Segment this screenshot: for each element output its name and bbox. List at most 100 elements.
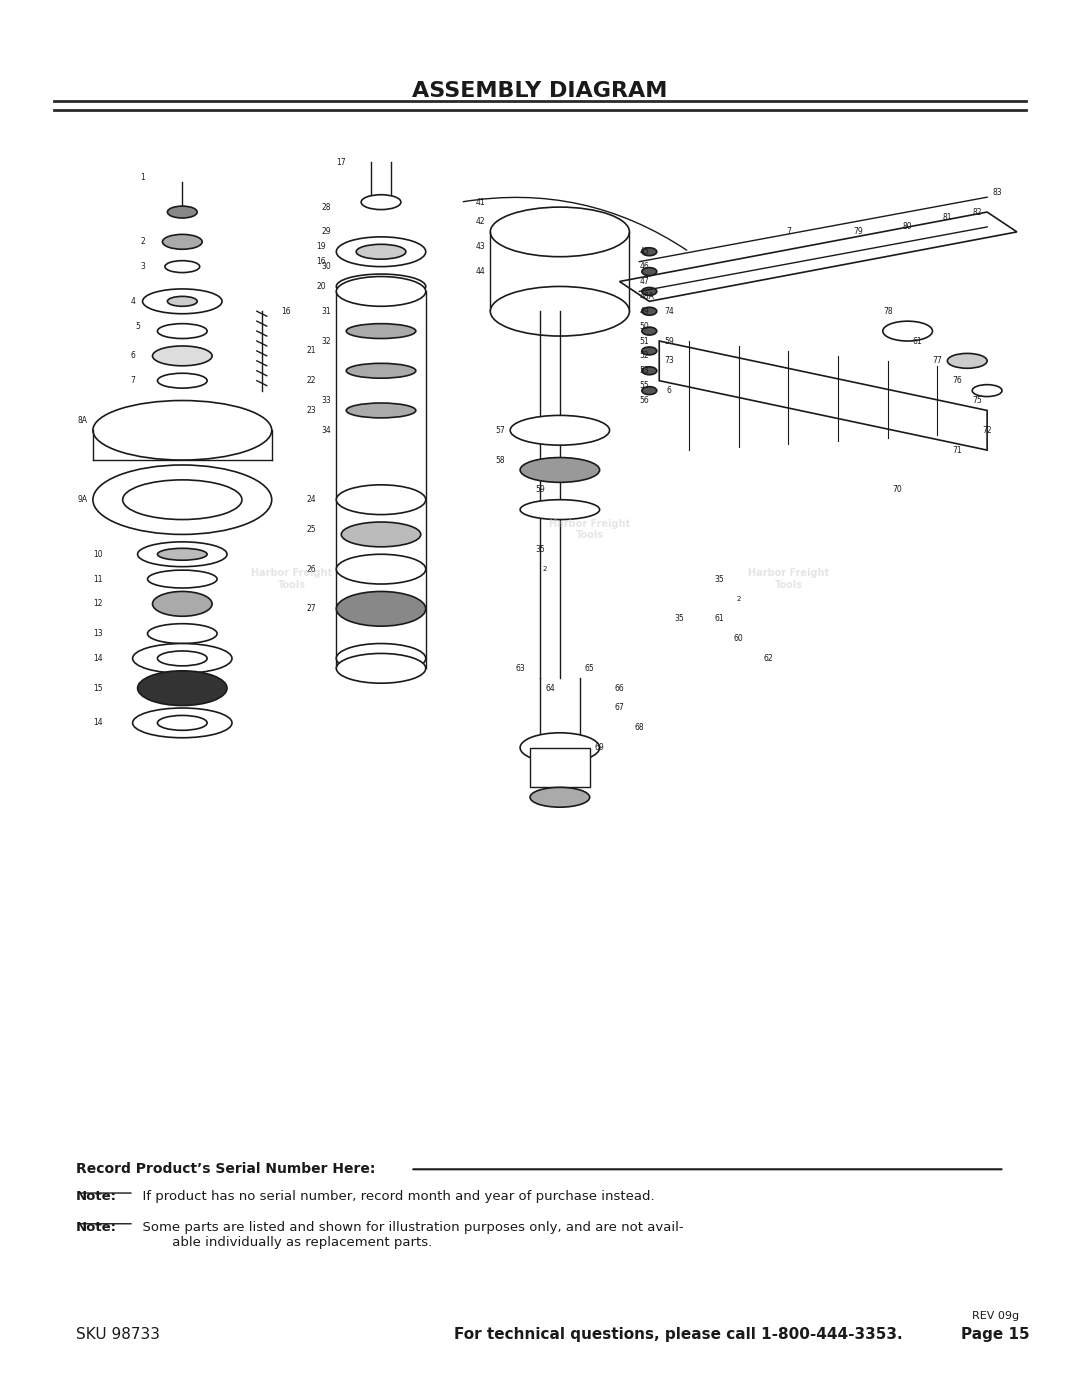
Text: 76: 76 bbox=[953, 376, 962, 386]
Polygon shape bbox=[620, 212, 1017, 302]
Text: 20: 20 bbox=[316, 282, 326, 291]
Ellipse shape bbox=[336, 591, 426, 626]
Ellipse shape bbox=[158, 324, 207, 338]
Text: 4: 4 bbox=[131, 296, 135, 306]
Text: Harbor Freight
Tools: Harbor Freight Tools bbox=[747, 569, 829, 590]
Text: 80: 80 bbox=[903, 222, 913, 232]
Text: Note:: Note: bbox=[76, 1221, 117, 1234]
Text: 67: 67 bbox=[615, 704, 624, 712]
Text: Record Product’s Serial Number Here:: Record Product’s Serial Number Here: bbox=[76, 1162, 375, 1176]
Ellipse shape bbox=[521, 500, 599, 520]
Text: 81: 81 bbox=[943, 212, 953, 222]
Ellipse shape bbox=[336, 485, 426, 514]
Text: 59: 59 bbox=[664, 337, 674, 345]
Ellipse shape bbox=[336, 274, 426, 299]
Text: 69: 69 bbox=[595, 743, 605, 752]
Ellipse shape bbox=[521, 733, 599, 763]
Text: 33: 33 bbox=[322, 395, 332, 405]
Ellipse shape bbox=[947, 353, 987, 369]
Ellipse shape bbox=[341, 522, 421, 546]
Ellipse shape bbox=[510, 415, 609, 446]
Ellipse shape bbox=[336, 644, 426, 673]
Ellipse shape bbox=[642, 327, 657, 335]
Text: 8A: 8A bbox=[78, 416, 87, 425]
Text: 43: 43 bbox=[475, 242, 485, 251]
Text: 44: 44 bbox=[475, 267, 485, 277]
Text: 50: 50 bbox=[639, 321, 649, 331]
Text: 66: 66 bbox=[615, 683, 624, 693]
Text: 17: 17 bbox=[337, 158, 346, 168]
Ellipse shape bbox=[167, 296, 198, 306]
Ellipse shape bbox=[336, 654, 426, 683]
Text: 68: 68 bbox=[635, 724, 644, 732]
Ellipse shape bbox=[167, 207, 198, 218]
Text: 31: 31 bbox=[322, 307, 332, 316]
Text: 45: 45 bbox=[639, 247, 649, 256]
Text: 10: 10 bbox=[93, 550, 103, 559]
Bar bbox=[530, 747, 590, 788]
Text: 58: 58 bbox=[496, 455, 505, 465]
Text: 77: 77 bbox=[932, 356, 943, 366]
Text: 22: 22 bbox=[307, 376, 316, 386]
Text: 27: 27 bbox=[307, 605, 316, 613]
Ellipse shape bbox=[490, 286, 630, 337]
Text: 21: 21 bbox=[307, 346, 316, 355]
Text: 12: 12 bbox=[93, 599, 103, 608]
Text: 14: 14 bbox=[93, 654, 103, 664]
Text: 2: 2 bbox=[737, 597, 741, 602]
Ellipse shape bbox=[158, 715, 207, 731]
Ellipse shape bbox=[336, 277, 426, 306]
Ellipse shape bbox=[642, 247, 657, 256]
Text: REV 09g: REV 09g bbox=[972, 1310, 1020, 1322]
Ellipse shape bbox=[642, 367, 657, 374]
Ellipse shape bbox=[93, 465, 272, 535]
Text: 25: 25 bbox=[307, 525, 316, 534]
Text: 7: 7 bbox=[786, 228, 791, 236]
Text: For technical questions, please call 1-800-444-3353.: For technical questions, please call 1-8… bbox=[454, 1327, 902, 1341]
Text: 35: 35 bbox=[674, 615, 684, 623]
Ellipse shape bbox=[152, 591, 212, 616]
Text: 57: 57 bbox=[496, 426, 505, 434]
Ellipse shape bbox=[148, 570, 217, 588]
Ellipse shape bbox=[347, 363, 416, 379]
Ellipse shape bbox=[137, 542, 227, 567]
Text: 2: 2 bbox=[140, 237, 145, 246]
Text: If product has no serial number, record month and year of purchase instead.: If product has no serial number, record … bbox=[134, 1190, 654, 1203]
Ellipse shape bbox=[642, 387, 657, 394]
Text: 48A: 48A bbox=[639, 292, 654, 300]
Text: 29: 29 bbox=[322, 228, 332, 236]
Text: 63: 63 bbox=[515, 664, 525, 673]
Text: 74: 74 bbox=[664, 307, 674, 316]
Ellipse shape bbox=[133, 708, 232, 738]
Text: 53: 53 bbox=[639, 366, 649, 376]
Text: SKU 98733: SKU 98733 bbox=[76, 1327, 160, 1341]
Text: 47: 47 bbox=[639, 277, 649, 286]
Ellipse shape bbox=[521, 458, 599, 482]
Ellipse shape bbox=[530, 788, 590, 807]
Text: 28: 28 bbox=[322, 203, 332, 211]
Text: 72: 72 bbox=[983, 426, 991, 434]
Ellipse shape bbox=[148, 623, 217, 644]
Text: 26: 26 bbox=[307, 564, 316, 574]
Text: 65: 65 bbox=[584, 664, 595, 673]
Text: Harbor Freight
Tools: Harbor Freight Tools bbox=[549, 518, 631, 541]
Text: 15: 15 bbox=[93, 683, 103, 693]
Text: 14: 14 bbox=[93, 718, 103, 728]
Text: 16: 16 bbox=[282, 307, 292, 316]
Text: 16: 16 bbox=[316, 257, 326, 267]
Text: 56: 56 bbox=[639, 395, 649, 405]
Ellipse shape bbox=[162, 235, 202, 249]
Ellipse shape bbox=[356, 244, 406, 260]
Text: 78: 78 bbox=[883, 307, 892, 316]
Text: Note:: Note: bbox=[76, 1190, 117, 1203]
Ellipse shape bbox=[336, 555, 426, 584]
Text: 5: 5 bbox=[135, 321, 140, 331]
Polygon shape bbox=[659, 341, 987, 450]
Ellipse shape bbox=[152, 346, 212, 366]
Ellipse shape bbox=[158, 548, 207, 560]
Text: Some parts are listed and shown for illustration purposes only, and are not avai: Some parts are listed and shown for illu… bbox=[134, 1221, 684, 1249]
Text: 46: 46 bbox=[639, 263, 649, 271]
Ellipse shape bbox=[158, 373, 207, 388]
Text: 79: 79 bbox=[853, 228, 863, 236]
Text: 23: 23 bbox=[307, 407, 316, 415]
